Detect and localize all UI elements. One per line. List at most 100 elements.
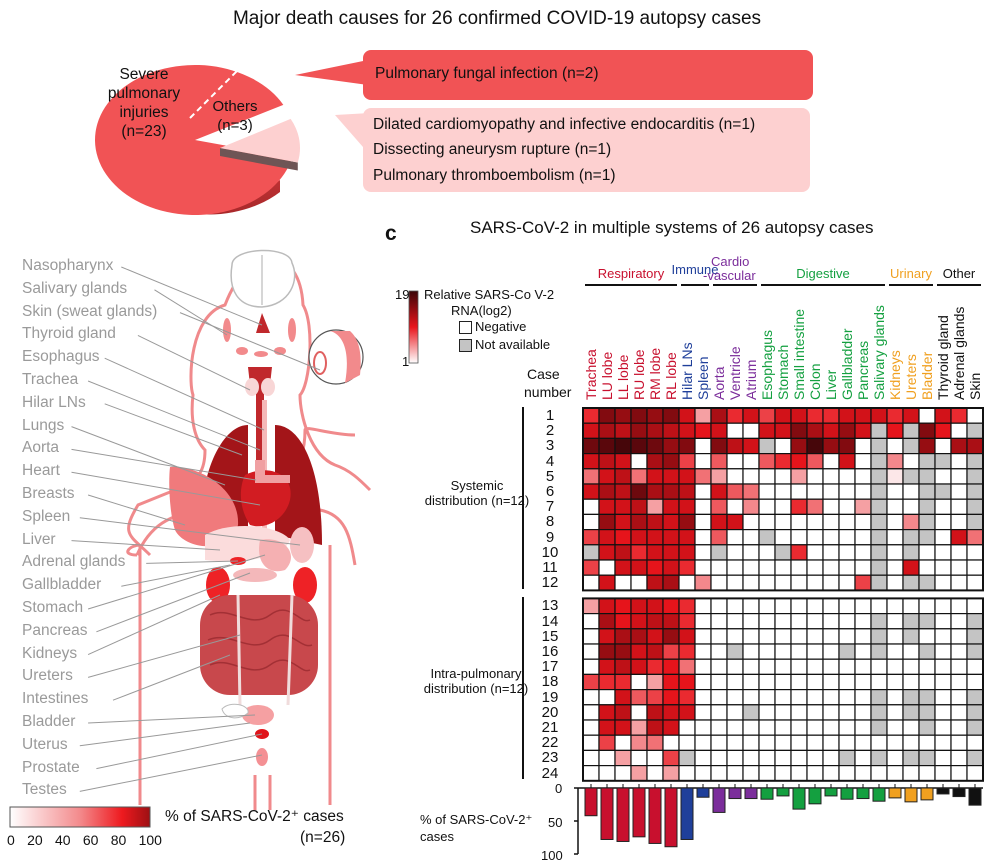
leader-line [87,634,241,678]
heatmap-cell [822,513,840,531]
group-underline [761,284,885,286]
heatmap-cell [646,483,664,500]
heatmap-cell [838,513,856,531]
heatmap-cell [614,613,632,630]
column-label: LL lobe [615,354,631,400]
pancreas-organ [233,568,277,582]
heatmap-cell [870,513,888,531]
heatmap-cell [742,407,760,424]
leader-line [179,312,321,371]
heatmap-cell [870,528,888,546]
heatmap-cell [630,498,648,515]
heatmap-cell [822,673,840,691]
heatmap-cell [886,597,904,615]
heatmap-cell [758,597,776,615]
heatmap-cell [902,658,920,675]
scale-tick: 80 [110,832,127,848]
heatmap-cell [886,643,904,660]
heatmap-cell [950,613,968,630]
callout-pointers [295,60,370,155]
heatmap-cell [582,513,600,531]
heatmap-cell [966,643,984,660]
heatmap-cell [774,437,792,455]
case-number: 4 [545,452,555,470]
heatmap-cell [918,437,936,455]
column-label: Aorta [711,366,727,400]
bar [632,787,646,838]
heatmap-cell [694,437,712,455]
body-label-gallbladder: Gallbladder [22,576,102,594]
heatmap-cell [854,673,872,691]
bar [712,787,726,813]
heatmap-cell [678,437,696,455]
heatmap-cell [662,673,680,691]
body-label-nasopharynx: Nasopharynx [22,257,114,274]
group-label: Respiratory [597,266,665,281]
heatmap-cell [886,544,904,561]
heatmap-cell [870,544,888,561]
heatmap-cell [630,734,648,752]
heatmap-cell [790,658,808,675]
heatmap-cell [646,422,664,440]
heatmap-cell [694,613,712,630]
heatmap-cell [902,528,920,546]
heatmap-cell [646,643,664,660]
leader-line [96,733,263,770]
scale-max-label: 19 [395,287,410,302]
heatmap-cell [662,719,680,736]
heatmap-cell [774,513,792,531]
heatmap-cell [870,689,888,706]
bar [952,787,966,798]
bar [600,787,614,840]
column-label: RL lobe [663,352,679,400]
heatmap-cell [806,613,824,630]
heatmap-cell [678,468,696,485]
heatmap-cell [918,544,936,561]
bar [968,787,982,806]
heatmap-cell [822,528,840,546]
body-scale-ticks: 0 20 40 60 80 100 [7,832,162,848]
heatmap-cell [790,613,808,630]
heatmap-cell [838,422,856,440]
heatmap-cell [630,719,648,736]
case-number: 15 [541,627,559,645]
heatmap-cell [582,689,600,706]
heatmap-cell [950,658,968,675]
heatmap-cell [710,734,728,752]
heatmap-cell [598,689,616,706]
case-number: 9 [545,528,555,546]
heatmap-cell [950,559,968,576]
case-number: 2 [545,422,555,440]
heatmap-cell [582,734,600,752]
heatmap-cell [678,628,696,645]
heatmap-cell [758,643,776,660]
heart-organ [240,470,291,527]
heatmap-cell [790,734,808,752]
heatmap-cell [950,734,968,752]
pie-dashed-divider [189,64,244,119]
heatmap-cell [582,468,600,485]
heatmap-cell [614,437,632,455]
heatmap-cell [854,643,872,660]
column-label: Bladder [919,351,935,400]
heatmap-cell [694,452,712,470]
heatmap-cell [694,704,712,721]
bar [760,787,774,800]
heatmap-cell [886,513,904,531]
heatmap-cell [582,544,600,561]
heatmap-cell [694,498,712,515]
panel-letter: c [385,222,397,245]
heatmap-cell [902,513,920,531]
heatmap-cell [902,765,920,782]
leader-line [79,517,301,546]
breast-organ [169,466,239,547]
body-label-uterus: Uterus [22,735,68,753]
heatmap-cell [966,528,984,546]
heatmap-cell [598,528,616,546]
heatmap-cell [790,673,808,691]
group-label: Cardio -vascular [703,254,756,283]
callout-others: Dilated cardiomyopathy and infective end… [363,108,810,192]
uterus-organ [221,703,249,719]
heatmap-cell [966,468,984,485]
heatmap-cell [790,597,808,615]
